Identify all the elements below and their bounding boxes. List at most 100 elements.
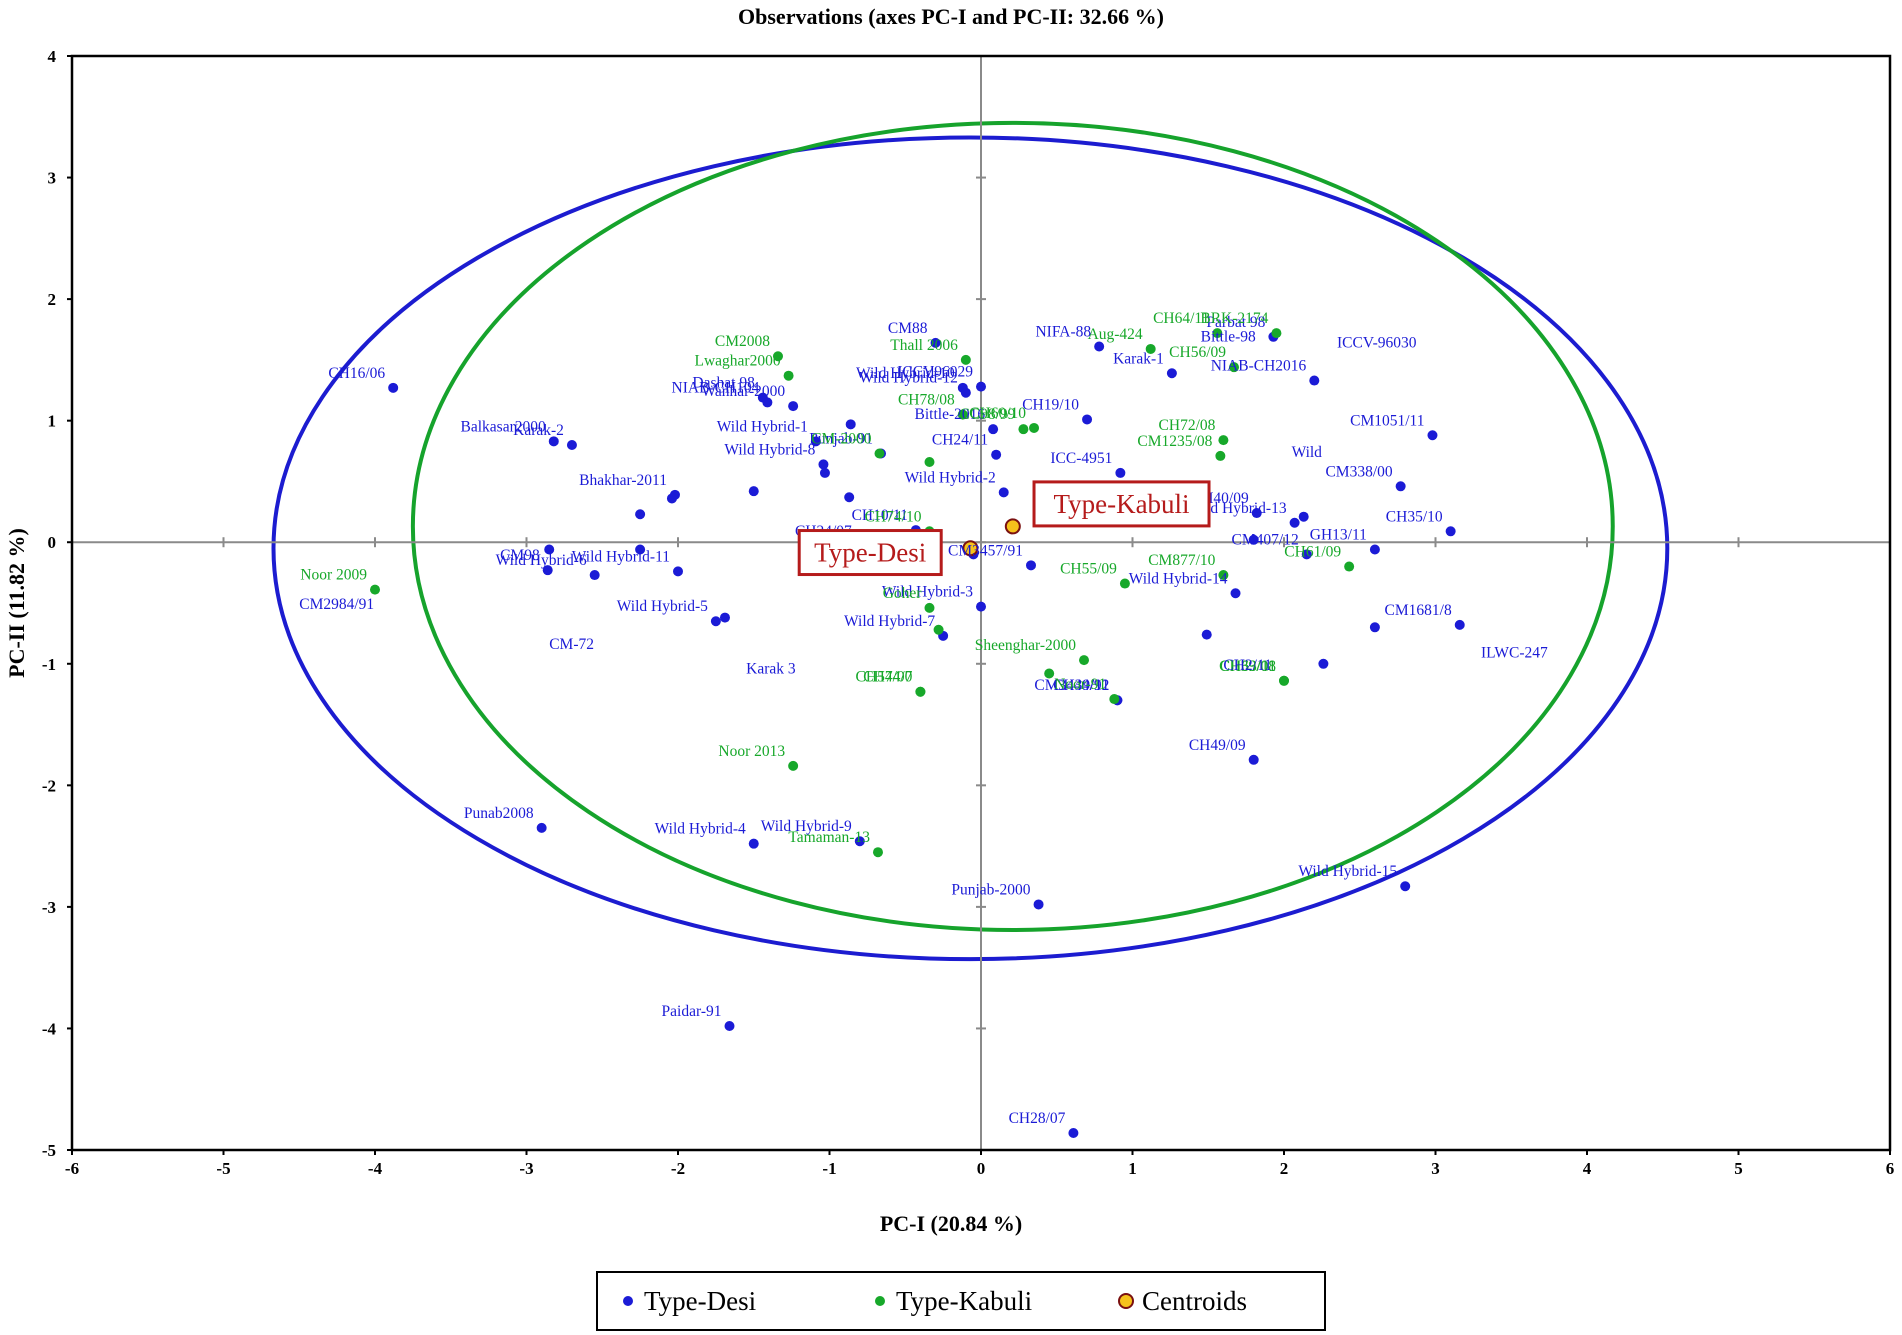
point-type-desi [844, 492, 855, 503]
group-label-text: Type-Desi [814, 538, 926, 568]
point-type-desi [666, 493, 677, 504]
point-type-desi [1115, 467, 1126, 478]
x-tick-label: -4 [368, 1159, 383, 1178]
point-label-type-desi: Wild Hybrid-12 [859, 370, 958, 387]
point-label-type-desi: CM98 [500, 547, 540, 564]
point-label-type-desi: Wild Hybrid-1 [717, 418, 808, 435]
point-label-type-kabuli: CH54/07 [856, 669, 913, 686]
point-label-type-kabuli: CH39/08 [1219, 658, 1276, 675]
point-label-type-desi: CM88 [888, 320, 928, 337]
point-type-desi [1248, 534, 1259, 545]
point-type-desi [960, 387, 971, 398]
point-label-type-kabuli: CH63/11 [1220, 658, 1276, 675]
annotation-label: ICCV-96030 [1337, 335, 1417, 352]
legend-marker-type-kabuli [875, 1296, 885, 1306]
point-type-desi [544, 544, 555, 555]
point-label-type-desi: CH35/10 [1386, 508, 1443, 525]
y-tick-label: -3 [42, 898, 56, 917]
group-labels: Type-Desi Type-Kabuli [797, 480, 1211, 577]
point-label-type-desi: Wild Hybrid-13 [1188, 500, 1287, 517]
point-type-kabuli [1229, 362, 1240, 373]
y-tick-label: -1 [42, 655, 56, 674]
y-tick-label: 4 [48, 47, 57, 66]
point-type-desi [1454, 619, 1465, 630]
point-type-kabuli [772, 351, 783, 362]
point-type-kabuli [872, 847, 883, 858]
ellipse-type-kabuli [410, 120, 1615, 932]
annotation-label: ILWC-247 [1481, 645, 1548, 662]
point-type-kabuli [1344, 561, 1355, 572]
chart-title: Observations (axes PC-I and PC-II: 32.66… [738, 4, 1164, 29]
point-label-type-desi: CM407/12 [1232, 531, 1299, 548]
point-type-desi [673, 566, 683, 577]
point-label-type-kabuli: CM877/10 [1148, 552, 1215, 569]
point-label-type-desi: Paidar-91 [662, 1003, 722, 1020]
y-axis-title: PC-II (11.82 %) [4, 528, 29, 678]
point-label-type-desi: Bittle-2016 [915, 406, 986, 423]
annotation-label: CM-72 [549, 636, 594, 653]
point-label-type-desi: Punab2008 [464, 805, 534, 822]
point-label-type-desi: CH10/11 [852, 507, 908, 524]
legend-box [596, 1271, 1326, 1331]
y-tick-label: 0 [48, 533, 57, 552]
point-type-kabuli [1109, 694, 1120, 705]
x-tick-label: -1 [822, 1159, 836, 1178]
y-tick-label: 3 [48, 169, 57, 188]
point-type-kabuli [1145, 343, 1156, 354]
tick-labels: -6 -5 -4 -3 -2 -1 0 1 2 3 4 5 6 4 3 2 1 0 -1 -2 -3 -4 -5 [42, 47, 1894, 1178]
point-type-desi [719, 612, 730, 623]
point-type-desi [1445, 526, 1456, 537]
point-label-type-desi: CM3457/91 [948, 542, 1023, 559]
y-tick-label: 1 [48, 412, 57, 431]
point-type-kabuli [1044, 668, 1055, 679]
point-type-desi [1201, 629, 1212, 640]
point-type-desi [1033, 899, 1044, 910]
point-label-type-desi: Balkasar2000 [461, 418, 546, 435]
confidence-ellipses [271, 120, 1670, 962]
x-tick-label: 3 [1431, 1159, 1440, 1178]
point-type-desi [748, 486, 759, 497]
y-tick-label: -2 [42, 776, 56, 795]
legend-marker-centroid [1118, 1293, 1134, 1309]
legend-label-centroids: Centroids [1142, 1286, 1247, 1316]
point-type-kabuli [924, 456, 935, 467]
point-label-type-desi: CH39/11 [1053, 677, 1109, 694]
point-type-desi [388, 382, 399, 393]
point-type-desi [1166, 368, 1177, 379]
point-label-type-desi: CM1051/11 [1350, 412, 1424, 429]
point-type-desi [976, 381, 986, 392]
point-type-desi [1230, 588, 1241, 599]
point-label-type-desi: Wild Hybrid-7 [844, 613, 935, 630]
point-type-desi [1068, 1127, 1079, 1138]
point-type-desi [818, 459, 829, 470]
legend-label-type-kabuli: Type-Kabuli [896, 1286, 1032, 1316]
point-type-desi [845, 419, 856, 430]
x-tick-label: 2 [1280, 1159, 1289, 1178]
point-type-desi [536, 822, 547, 833]
point-type-kabuli [1218, 570, 1229, 581]
point-label-type-kabuli: Noor-91 [1054, 676, 1106, 693]
point-type-desi [1369, 544, 1380, 555]
x-tick-label: 6 [1886, 1159, 1895, 1178]
point-type-desi [1082, 414, 1093, 425]
point-type-desi [819, 467, 830, 478]
point-label-type-desi: CH24/11 [932, 432, 988, 449]
point-label-type-kabuli: Sheenghar-2000 [975, 637, 1077, 654]
point-label-type-desi: CH49/09 [1189, 737, 1246, 754]
point-label-type-desi: Wild Hybrid-8 [724, 441, 815, 458]
group-label-text: Type-Kabuli [1053, 489, 1189, 519]
point-label-type-kabuli: CC98/99 [959, 406, 1015, 423]
point-label-type-desi: Karak-2 [513, 422, 564, 439]
point-type-desi [1301, 549, 1312, 560]
point-type-desi [710, 616, 721, 627]
y-tick-label: -5 [42, 1141, 56, 1160]
point-type-desi [1298, 511, 1309, 522]
point-label-type-desi: Wild Hybrid-14 [1129, 570, 1228, 587]
point-label-type-kabuli: CH55/09 [1060, 561, 1117, 578]
point-label-type-desi: Wild Hybrid-6 [496, 552, 587, 569]
point-label-type-desi: Parbat 98 [1206, 314, 1265, 331]
point-label-type-kabuli: CH60/10 [969, 405, 1026, 422]
point-type-kabuli [1029, 422, 1040, 433]
centroid-type-kabuli [1004, 518, 1021, 535]
